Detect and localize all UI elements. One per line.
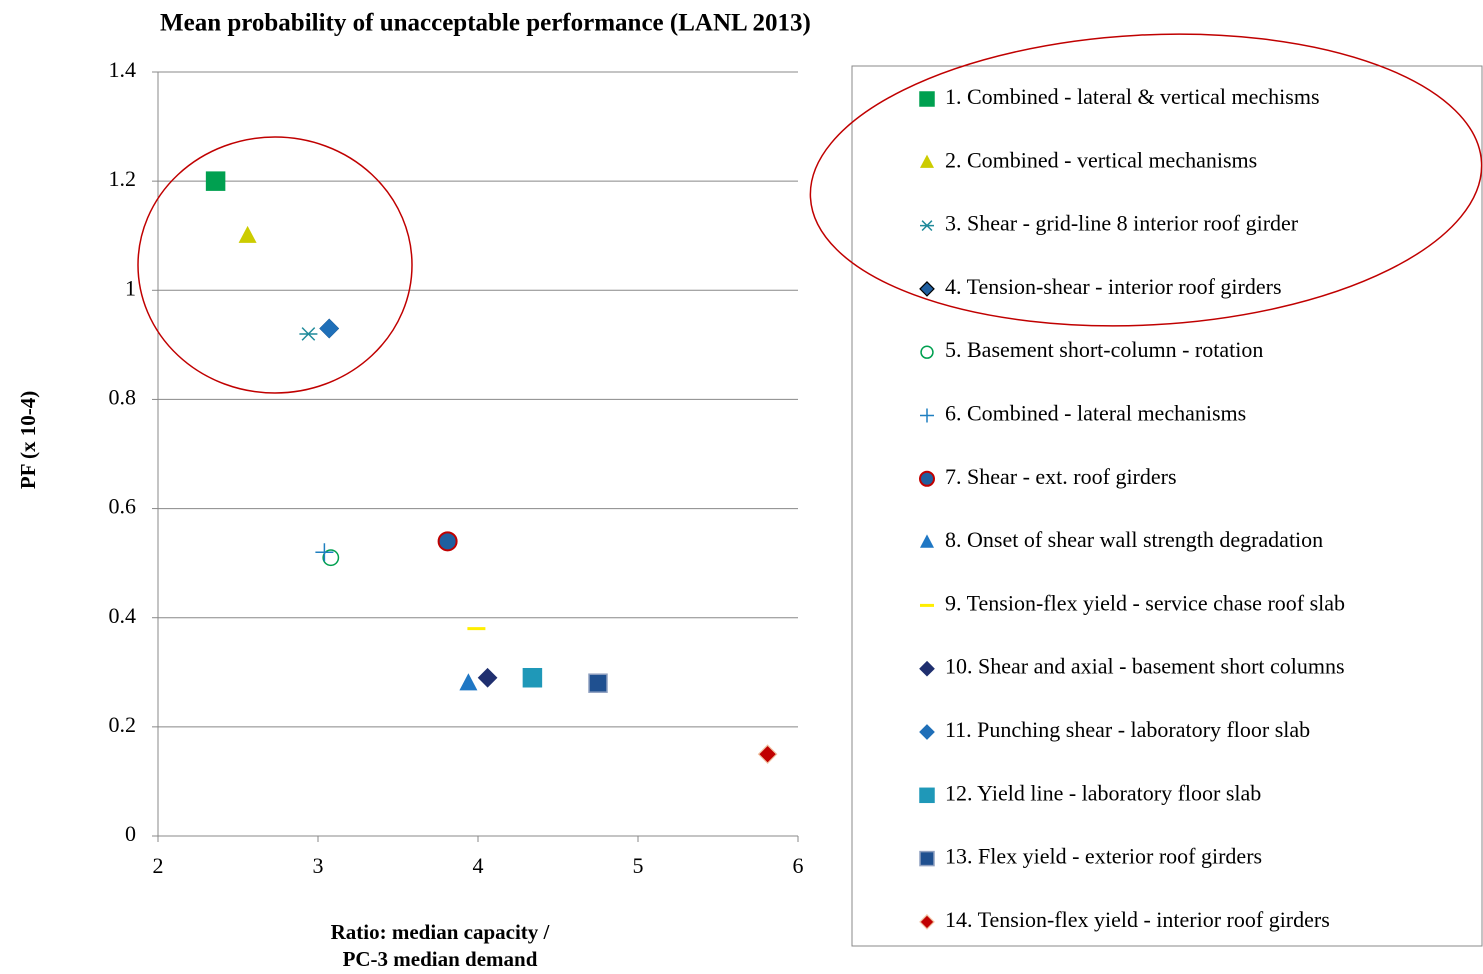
- y-tick-label: 0.4: [109, 603, 137, 628]
- point: [205, 171, 226, 191]
- legend-marker-part: [919, 91, 935, 107]
- point-part: [299, 327, 318, 341]
- point: [757, 744, 778, 764]
- legend-label: 4. Tension-shear - interior roof girders: [945, 274, 1282, 299]
- legend-label: 6. Combined - lateral mechanisms: [945, 401, 1246, 426]
- point-part: [315, 543, 334, 562]
- x-tick-label: 3: [313, 853, 324, 878]
- legend-marker-part: [919, 914, 935, 930]
- legend-label: 14. Tension-flex yield - interior roof g…: [945, 907, 1330, 932]
- x-axis-label: PC-3 median demand: [343, 947, 538, 971]
- legend-label: 1. Combined - lateral & vertical mechism…: [945, 84, 1320, 109]
- point: [588, 673, 608, 693]
- legend-marker-part: [920, 408, 934, 423]
- legend-marker: [920, 345, 934, 359]
- chart-title: Mean probability of unacceptable perform…: [160, 10, 811, 37]
- y-tick-label: 0.8: [109, 384, 137, 409]
- legend-marker: [919, 660, 935, 677]
- point: [299, 327, 318, 341]
- legend-marker: [919, 724, 935, 740]
- point: [477, 667, 498, 688]
- y-tick-label: 0.6: [109, 494, 137, 519]
- point-part: [322, 549, 340, 567]
- legend-label: 7. Shear - ext. roof girders: [945, 464, 1177, 489]
- x-axis-label: Ratio: median capacity /: [331, 920, 551, 944]
- legend-marker-part: [919, 660, 935, 677]
- legend-marker: [919, 91, 935, 107]
- y-tick-label: 0: [125, 821, 136, 846]
- y-tick-label: 0.2: [109, 712, 137, 737]
- legend-marker-part: [920, 534, 934, 548]
- legend-label: 11. Punching shear - laboratory floor sl…: [945, 717, 1310, 742]
- point: [322, 549, 340, 567]
- legend-marker: [920, 534, 934, 548]
- legend-label: 5. Basement short-column - rotation: [945, 337, 1263, 362]
- legend-marker: [919, 787, 935, 804]
- point-part: [319, 318, 340, 339]
- legend-label: 3. Shear - grid-line 8 interior roof gir…: [945, 211, 1299, 236]
- x-tick-label: 5: [633, 853, 644, 878]
- x-tick-label: 6: [793, 853, 804, 878]
- point-part: [238, 225, 257, 243]
- legend-box: [851, 65, 1483, 947]
- point: [437, 531, 458, 552]
- point-part: [459, 673, 478, 691]
- point-part: [757, 744, 778, 764]
- legend-marker-part: [920, 345, 934, 359]
- point: [522, 667, 543, 688]
- legend-label: 9. Tension-flex yield - service chase ro…: [945, 590, 1345, 615]
- y-tick-label: 1: [125, 275, 136, 300]
- point-part: [522, 667, 543, 688]
- legend-label: 13. Flex yield - exterior roof girders: [945, 844, 1262, 869]
- legend-marker-part: [920, 220, 934, 232]
- legend-marker: [919, 470, 935, 487]
- legend-marker-part: [919, 724, 935, 740]
- y-tick-label: 1.4: [109, 57, 137, 82]
- highlight-ellipse: [809, 33, 1483, 327]
- legend-label: 10. Shear and axial - basement short col…: [945, 654, 1345, 679]
- legend-label: 8. Onset of shear wall strength degradat…: [945, 527, 1323, 552]
- legend-marker: [919, 850, 935, 867]
- legend-marker-part: [920, 154, 934, 168]
- legend-marker-part: [919, 850, 935, 867]
- legend-label: 2. Combined - vertical mechanisms: [945, 147, 1257, 172]
- y-axis-label: PF (x 10-4): [16, 391, 40, 489]
- legend-marker-part: [919, 470, 935, 487]
- point-part: [437, 531, 458, 552]
- point: [238, 225, 257, 243]
- x-tick-label: 4: [473, 853, 484, 878]
- point: [315, 543, 334, 562]
- legend-marker: [920, 154, 934, 168]
- point-part: [477, 667, 498, 688]
- legend-marker: [919, 914, 935, 930]
- point-part: [205, 171, 226, 191]
- legend-marker-part: [919, 281, 935, 297]
- point: [459, 673, 478, 691]
- point-part: [588, 673, 608, 693]
- plot: 0 0.2 0.4 0.6 0.8 1 1.2 1.4 2 3 4 5 6 1. Combined - l…: [109, 57, 1346, 932]
- legend-marker: [919, 281, 935, 297]
- legend-marker: [920, 408, 934, 423]
- legend-label: 12. Yield line - laboratory floor slab: [945, 780, 1261, 805]
- legend-marker: [920, 220, 934, 232]
- x-tick-label: 2: [153, 853, 164, 878]
- point: [319, 318, 340, 339]
- legend-marker-part: [919, 787, 935, 804]
- y-tick-label: 1.2: [109, 166, 137, 191]
- highlight-ellipse: [137, 136, 413, 394]
